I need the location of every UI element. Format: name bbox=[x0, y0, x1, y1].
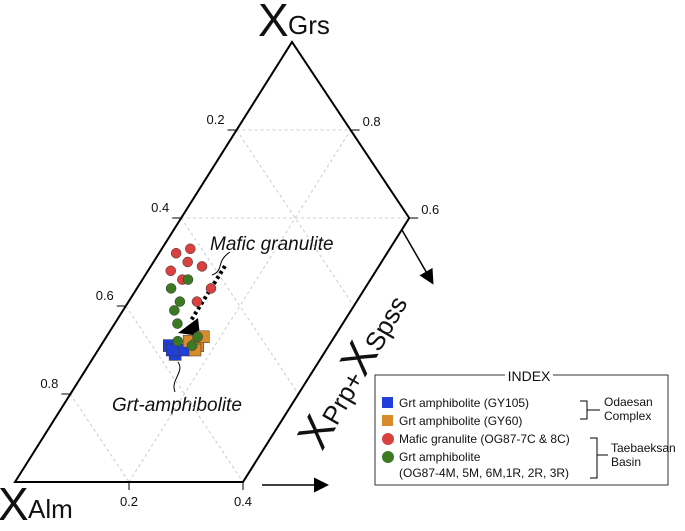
leader bbox=[173, 361, 181, 393]
point bbox=[170, 247, 182, 259]
tick-label: 0.2 bbox=[207, 112, 225, 127]
tick-label: 0.8 bbox=[363, 114, 381, 129]
corner-label: Alm bbox=[28, 494, 73, 524]
right-label-part: Spss bbox=[358, 291, 413, 356]
point bbox=[182, 274, 194, 285]
point bbox=[169, 305, 180, 316]
point bbox=[165, 343, 179, 357]
point bbox=[196, 261, 208, 272]
point bbox=[205, 283, 217, 294]
legend-label: Grt amphibolite bbox=[399, 450, 481, 464]
trend-arrow bbox=[188, 264, 227, 324]
tick-label: 0.2 bbox=[120, 494, 138, 509]
apex-label: Grs bbox=[288, 10, 330, 40]
point bbox=[165, 283, 177, 294]
legend-swatch bbox=[382, 415, 393, 426]
point bbox=[182, 256, 193, 268]
corner-label: X bbox=[0, 478, 29, 526]
bracket bbox=[590, 437, 608, 479]
trend-arrowhead bbox=[178, 318, 200, 336]
legend-label: Grt amphibolite (GY60) bbox=[399, 414, 522, 428]
tick-label: 0.4 bbox=[151, 200, 169, 215]
apex-label: X bbox=[258, 0, 289, 46]
point bbox=[172, 335, 183, 347]
group-label: Taebaeksan bbox=[611, 441, 676, 455]
legend-swatch bbox=[382, 451, 394, 463]
group-label: Basin bbox=[611, 455, 641, 469]
outline bbox=[13, 40, 411, 483]
point bbox=[186, 340, 198, 351]
point bbox=[185, 243, 196, 255]
tick-label: 0.8 bbox=[40, 376, 58, 391]
legend-title-bg bbox=[505, 367, 553, 383]
point bbox=[191, 296, 203, 307]
tick-label: 0.4 bbox=[234, 494, 252, 509]
grid-line bbox=[125, 305, 244, 483]
point bbox=[192, 331, 203, 343]
tick-label: 0.6 bbox=[96, 288, 114, 303]
group-label: Odaesan bbox=[604, 395, 653, 409]
leader bbox=[211, 251, 231, 276]
point bbox=[172, 318, 183, 329]
legend-label: Mafic granulite (OG87-7C & 8C) bbox=[399, 432, 570, 446]
legend-label: (OG87-4M, 5M, 6M,1R, 2R, 3R) bbox=[399, 466, 569, 480]
legend-title: INDEX bbox=[508, 368, 551, 384]
tick-label: 0.6 bbox=[421, 202, 439, 217]
legend-swatch bbox=[382, 433, 394, 445]
annotation: Mafic granulite bbox=[210, 234, 334, 255]
axis-arrow bbox=[401, 229, 434, 285]
bracket bbox=[580, 400, 600, 420]
grid-line bbox=[236, 129, 355, 307]
legend-label: Grt amphibolite (GY105) bbox=[399, 396, 529, 410]
legend-swatch bbox=[382, 397, 393, 408]
grid-line bbox=[180, 217, 299, 395]
point bbox=[165, 265, 177, 277]
group-label: Complex bbox=[604, 409, 651, 423]
point bbox=[174, 296, 186, 307]
